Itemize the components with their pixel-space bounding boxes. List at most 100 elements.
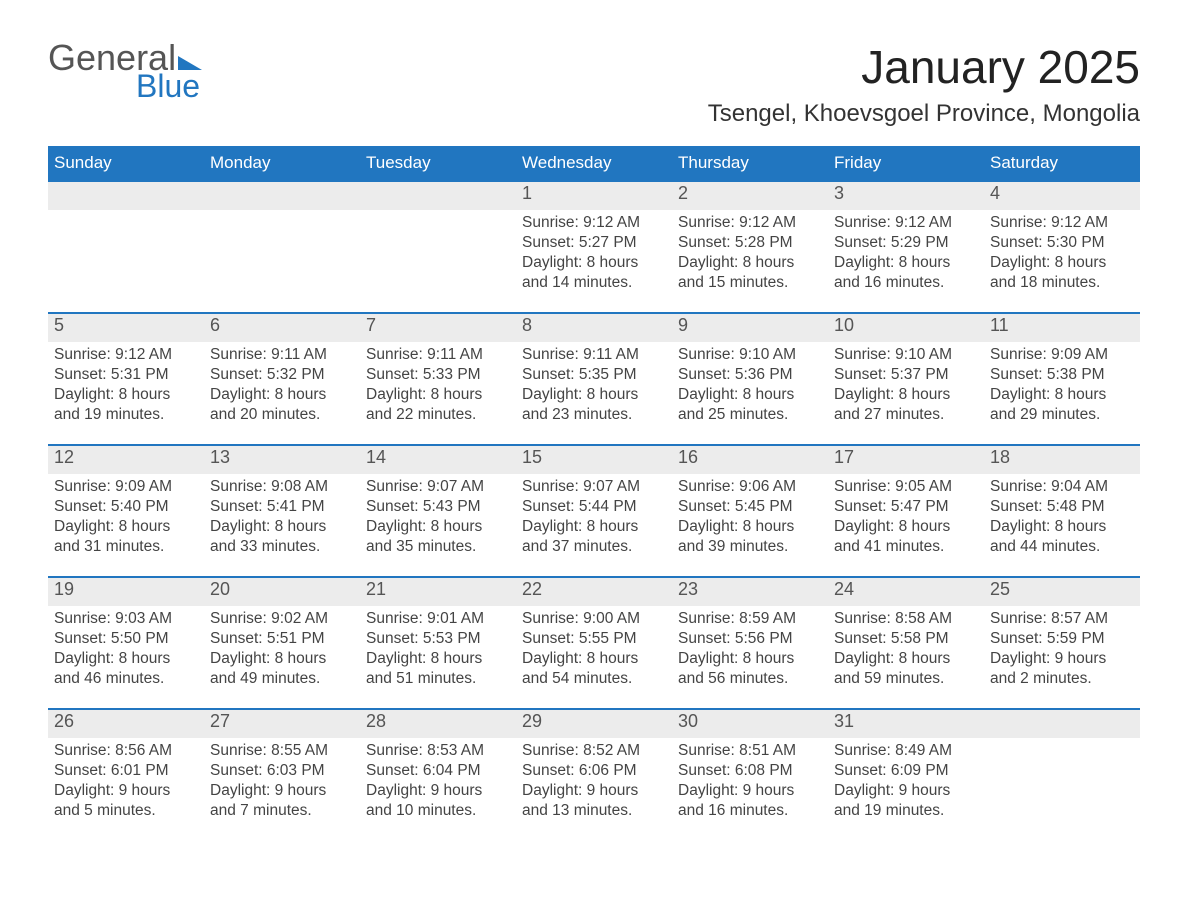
daylight-line: Daylight: 9 hours and 10 minutes. [366,781,510,821]
sunrise-line: Sunrise: 9:12 AM [834,213,978,233]
sunrise-line: Sunrise: 9:01 AM [366,609,510,629]
daylight-line: Daylight: 8 hours and 15 minutes. [678,253,822,293]
day-number: 5 [48,314,204,342]
daylight-line: Daylight: 9 hours and 16 minutes. [678,781,822,821]
day-number: 12 [48,446,204,474]
page-header: General Blue January 2025 Tsengel, Khoev… [48,40,1140,128]
day-header: Thursday [672,146,828,180]
sunset-line: Sunset: 5:47 PM [834,497,978,517]
sunrise-line: Sunrise: 8:58 AM [834,609,978,629]
sunrise-line: Sunrise: 9:12 AM [54,345,198,365]
day-number: 2 [672,182,828,210]
day-number: 10 [828,314,984,342]
sunrise-line: Sunrise: 8:55 AM [210,741,354,761]
title-block: January 2025 Tsengel, Khoevsgoel Provinc… [708,40,1140,128]
sunset-line: Sunset: 5:41 PM [210,497,354,517]
day-number [360,182,516,210]
daylight-line: Daylight: 8 hours and 23 minutes. [522,385,666,425]
daylight-line: Daylight: 8 hours and 20 minutes. [210,385,354,425]
day-number: 29 [516,710,672,738]
day-number: 14 [360,446,516,474]
sunrise-line: Sunrise: 9:11 AM [366,345,510,365]
sunset-line: Sunset: 5:31 PM [54,365,198,385]
sunset-line: Sunset: 6:03 PM [210,761,354,781]
daylight-line: Daylight: 8 hours and 22 minutes. [366,385,510,425]
day-number-row: 19202122232425 [48,578,1140,606]
day-number: 17 [828,446,984,474]
sunset-line: Sunset: 5:33 PM [366,365,510,385]
day-cell: Sunrise: 9:12 AMSunset: 5:28 PMDaylight:… [672,210,828,312]
day-cell: Sunrise: 9:12 AMSunset: 5:27 PMDaylight:… [516,210,672,312]
sunset-line: Sunset: 5:28 PM [678,233,822,253]
day-header: Friday [828,146,984,180]
daylight-line: Daylight: 8 hours and 49 minutes. [210,649,354,689]
location-subtitle: Tsengel, Khoevsgoel Province, Mongolia [708,100,1140,128]
sunset-line: Sunset: 5:45 PM [678,497,822,517]
day-number: 8 [516,314,672,342]
day-number-row: 567891011 [48,314,1140,342]
day-cell: Sunrise: 9:04 AMSunset: 5:48 PMDaylight:… [984,474,1140,576]
sunrise-line: Sunrise: 8:51 AM [678,741,822,761]
sunrise-line: Sunrise: 9:00 AM [522,609,666,629]
daylight-line: Daylight: 8 hours and 46 minutes. [54,649,198,689]
day-cell: Sunrise: 8:53 AMSunset: 6:04 PMDaylight:… [360,738,516,840]
calendar-week: 567891011 Sunrise: 9:12 AMSunset: 5:31 PM… [48,312,1140,444]
sunset-line: Sunset: 5:36 PM [678,365,822,385]
daylight-line: Daylight: 8 hours and 14 minutes. [522,253,666,293]
day-number: 21 [360,578,516,606]
sunset-line: Sunset: 6:08 PM [678,761,822,781]
day-cell [204,210,360,312]
day-cell: Sunrise: 9:03 AMSunset: 5:50 PMDaylight:… [48,606,204,708]
day-number: 9 [672,314,828,342]
day-number: 22 [516,578,672,606]
day-cell: Sunrise: 9:06 AMSunset: 5:45 PMDaylight:… [672,474,828,576]
day-number: 18 [984,446,1140,474]
sunrise-line: Sunrise: 9:03 AM [54,609,198,629]
sunrise-line: Sunrise: 9:12 AM [678,213,822,233]
day-cell: Sunrise: 9:11 AMSunset: 5:35 PMDaylight:… [516,342,672,444]
sunrise-line: Sunrise: 9:04 AM [990,477,1134,497]
calendar-body: 1234Sunrise: 9:12 AMSunset: 5:27 PMDayli… [48,180,1140,840]
sunset-line: Sunset: 5:43 PM [366,497,510,517]
day-number: 16 [672,446,828,474]
sunset-line: Sunset: 5:37 PM [834,365,978,385]
day-header: Tuesday [360,146,516,180]
sunset-line: Sunset: 6:04 PM [366,761,510,781]
calendar-week: 1234Sunrise: 9:12 AMSunset: 5:27 PMDayli… [48,180,1140,312]
daylight-line: Daylight: 8 hours and 29 minutes. [990,385,1134,425]
day-number-row: 262728293031 [48,710,1140,738]
day-cell: Sunrise: 9:00 AMSunset: 5:55 PMDaylight:… [516,606,672,708]
day-number: 15 [516,446,672,474]
sunset-line: Sunset: 5:48 PM [990,497,1134,517]
day-cell [48,210,204,312]
day-number: 6 [204,314,360,342]
sunrise-line: Sunrise: 8:52 AM [522,741,666,761]
sunset-line: Sunset: 5:29 PM [834,233,978,253]
daylight-line: Daylight: 8 hours and 33 minutes. [210,517,354,557]
day-number: 4 [984,182,1140,210]
sunset-line: Sunset: 5:58 PM [834,629,978,649]
sunset-line: Sunset: 5:32 PM [210,365,354,385]
daylight-line: Daylight: 8 hours and 18 minutes. [990,253,1134,293]
calendar-week: 12131415161718Sunrise: 9:09 AMSunset: 5:… [48,444,1140,576]
daylight-line: Daylight: 8 hours and 59 minutes. [834,649,978,689]
day-number-row: 1234 [48,182,1140,210]
day-cell: Sunrise: 9:12 AMSunset: 5:30 PMDaylight:… [984,210,1140,312]
calendar-week: 19202122232425Sunrise: 9:03 AMSunset: 5:… [48,576,1140,708]
sunset-line: Sunset: 6:09 PM [834,761,978,781]
day-cell: Sunrise: 8:52 AMSunset: 6:06 PMDaylight:… [516,738,672,840]
sunset-line: Sunset: 6:06 PM [522,761,666,781]
sunset-line: Sunset: 5:44 PM [522,497,666,517]
sunset-line: Sunset: 5:56 PM [678,629,822,649]
sunrise-line: Sunrise: 9:11 AM [522,345,666,365]
daylight-line: Daylight: 8 hours and 56 minutes. [678,649,822,689]
day-cell: Sunrise: 9:02 AMSunset: 5:51 PMDaylight:… [204,606,360,708]
daylight-line: Daylight: 8 hours and 27 minutes. [834,385,978,425]
day-cell: Sunrise: 9:11 AMSunset: 5:32 PMDaylight:… [204,342,360,444]
day-number: 31 [828,710,984,738]
day-number: 11 [984,314,1140,342]
sunrise-line: Sunrise: 9:07 AM [366,477,510,497]
sunrise-line: Sunrise: 9:12 AM [522,213,666,233]
calendar-day-header-row: SundayMondayTuesdayWednesdayThursdayFrid… [48,146,1140,180]
day-number-row: 12131415161718 [48,446,1140,474]
